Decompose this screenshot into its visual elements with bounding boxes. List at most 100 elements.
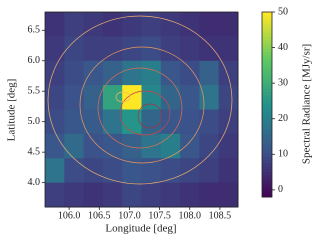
heatmap-cell [83,60,104,86]
colorbar-tick-label: 10 [278,149,288,160]
colorbar-segment [262,126,272,130]
colorbar-segment [262,116,272,121]
heatmap-cell [180,36,200,62]
colorbar-segment [262,150,272,155]
heatmap-cell [64,60,85,86]
colorbar-segment [262,119,272,124]
colorbar-segment [262,49,272,53]
colorbar-segment [262,64,272,68]
colorbar-segment [262,21,272,25]
heatmap-cell [141,109,162,135]
colorbar-segment [262,141,272,146]
heatmap-cell [122,60,142,86]
colorbar-segment [262,15,272,19]
colorbar-segment [262,144,272,149]
heatmap-cell [218,36,239,62]
colorbar-segment [262,187,272,192]
colorbar-segment [262,67,272,72]
heatmap-cell [180,133,200,159]
x-tick-label: 107.0 [118,210,141,221]
heatmap-cell [102,109,123,135]
colorbar-segment [262,153,272,158]
heatmap-cell [199,182,220,208]
heatmap-cell [141,182,162,208]
heatmap-cell [45,133,65,159]
heatmap-cell [83,36,104,62]
heatmap-cell [102,60,123,86]
colorbar-segment [262,172,272,176]
heatmap-cell [102,133,123,159]
colorbar-label: Spectral Radiance [MJy/sr] [301,44,313,164]
heatmap-cell [64,109,85,135]
heatmap-cell [180,60,200,86]
heatmap-cell [122,158,142,184]
heatmap-cell [45,85,65,110]
colorbar-segment [262,76,272,81]
colorbar-segment [262,181,272,186]
heatmap-cell [64,133,85,159]
heatmap-cell [160,133,181,159]
colorbar-segment [262,36,272,41]
heatmap-cell [160,85,181,110]
colorbar-segment [262,79,272,84]
colorbar-segment [262,24,272,28]
heatmap-cell [45,158,65,184]
colorbar-segment [262,113,272,118]
heatmap-cell [141,12,162,37]
heatmap-cell [64,85,85,110]
heatmap-cell [160,109,181,135]
colorbar-segment [262,132,272,136]
heatmap-cell [64,12,85,37]
heatmap-cell [122,12,142,37]
colorbar-segment [262,123,272,127]
colorbar-segment [262,104,272,109]
heatmap-cell [180,85,200,110]
heatmap-cell [83,133,104,159]
contour [97,67,183,149]
heatmap-cell [102,85,123,110]
heatmap-cell [122,182,142,208]
colorbar-segment [262,184,272,189]
heatmap-cell [141,36,162,62]
y-tick-label: 4.5 [28,146,41,157]
colorbar-segment [262,95,272,99]
colorbar-segment [262,178,272,183]
heatmap-cell [45,182,65,208]
colorbar-segment [262,70,272,75]
heatmap-cell [102,158,123,184]
heatmap-cell [83,158,104,184]
colorbar-segment [262,61,272,65]
heatmap-cell [218,133,239,159]
x-tick-label: 106.0 [58,210,81,221]
heatmap-cell [102,12,123,37]
colorbar-segment [262,98,272,102]
colorbar: 0 10 20 30 40 50 [261,6,288,198]
colorbar-segment [262,58,272,62]
contour [119,90,171,136]
heatmap-cell [45,12,65,37]
colorbar-tick-label: 20 [278,113,288,124]
colorbar-tick-label: 30 [278,77,288,88]
heatmap-cell [218,12,239,37]
colorbar-segment [262,138,272,142]
colorbar-segment [262,52,272,56]
heatmap-cell [160,158,181,184]
colorbar-tick-label: 0 [278,184,283,195]
colorbar-segment [262,18,272,22]
heatmap-cell [122,36,142,62]
colorbar-segment [262,129,272,133]
heatmap-cell [180,182,200,208]
y-tick-label: 5.0 [28,116,41,127]
x-tick-label: 108.0 [179,210,202,221]
colorbar-segment [262,175,272,179]
y-tick-label: 4.0 [28,177,41,188]
heatmap-cell [83,182,104,208]
heatmap-cell [218,85,239,110]
heatmap-cell [180,109,200,135]
plot-frame [44,11,239,208]
y-tick-label: 6.0 [28,55,41,66]
y-axis-label: Latitude [deg] [6,79,18,142]
heatmap-cell [218,60,239,86]
heatmap-cell [160,182,181,208]
